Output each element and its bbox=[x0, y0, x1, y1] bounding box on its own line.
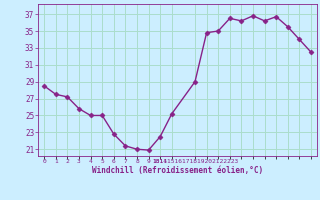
X-axis label: Windchill (Refroidissement éolien,°C): Windchill (Refroidissement éolien,°C) bbox=[92, 166, 263, 175]
